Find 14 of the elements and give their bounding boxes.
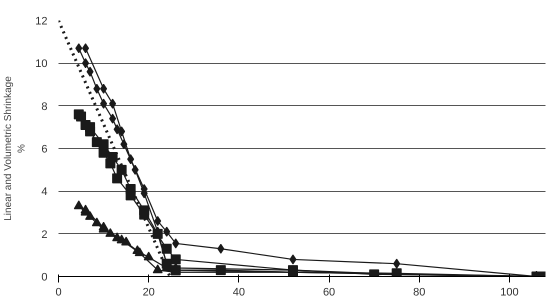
x-tick-label: 0 <box>55 286 62 298</box>
y-tick-label: 0 <box>41 272 48 284</box>
y-axis-title: Linear and Volumetric Shrinkage % <box>3 76 28 221</box>
x-tick-label: 100 <box>500 286 519 298</box>
y-tick-label: 4 <box>41 186 48 198</box>
y-tick-label: 2 <box>41 228 48 241</box>
y-tick-label: 6 <box>41 144 48 156</box>
y-tick-label: 12 <box>35 16 48 28</box>
x-tick-label: 80 <box>413 286 426 298</box>
x-tick-label: 40 <box>232 286 246 298</box>
x-tick-label: 60 <box>322 286 336 298</box>
x-tick-label: 20 <box>142 286 155 298</box>
y-tick-label: 10 <box>35 58 48 70</box>
y-tick-label: 8 <box>41 100 48 113</box>
